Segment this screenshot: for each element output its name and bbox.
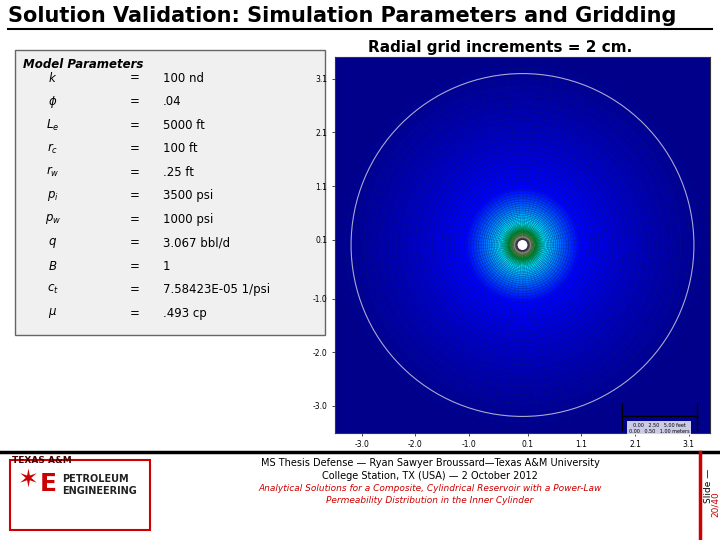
Text: 5000 ft: 5000 ft [163,119,205,132]
Text: MS Thesis Defense — Ryan Sawyer Broussard—Texas A&M University: MS Thesis Defense — Ryan Sawyer Broussar… [261,458,600,468]
Text: PETROLEUM
ENGINEERING: PETROLEUM ENGINEERING [62,474,137,496]
Text: 7.58423E-05 1/psi: 7.58423E-05 1/psi [163,284,270,296]
Text: ✶: ✶ [18,468,39,492]
Text: Solution Validation: Simulation Parameters and Gridding: Solution Validation: Simulation Paramete… [8,6,676,26]
Text: 100 nd: 100 nd [163,71,204,84]
Text: =: = [130,307,140,320]
Text: .25 ft: .25 ft [163,166,194,179]
Text: 3500 psi: 3500 psi [163,189,213,202]
Text: =: = [130,166,140,179]
Text: 1000 psi: 1000 psi [163,213,213,226]
Text: $B$: $B$ [48,260,58,273]
Text: 0.00   2.50   5.00 feet
0.00   0.50   1.00 meters: 0.00 2.50 5.00 feet 0.00 0.50 1.00 meter… [629,423,690,434]
Text: 3.067 bbl/d: 3.067 bbl/d [163,237,230,249]
Text: =: = [130,95,140,108]
Text: =: = [130,119,140,132]
Text: 100 ft: 100 ft [163,142,197,155]
Text: =: = [130,71,140,84]
Text: .04: .04 [163,95,181,108]
Text: =: = [130,142,140,155]
Bar [15,50,325,335]
Text: $c_t$: $c_t$ [47,284,59,296]
Text: $r_c$: $r_c$ [48,141,58,156]
Bar [10,460,150,530]
Circle shape [518,241,527,249]
Text: =: = [130,260,140,273]
Text: =: = [130,237,140,249]
Text: $p_i$: $p_i$ [47,188,59,202]
Text: =: = [130,189,140,202]
Text: $p_w$: $p_w$ [45,212,61,226]
Text: Model Parameters: Model Parameters [23,58,143,71]
Text: =: = [130,284,140,296]
Text: $\mu$: $\mu$ [48,307,58,320]
Text: $q$: $q$ [48,236,58,250]
Text: $\phi$: $\phi$ [48,93,58,110]
Bar [0,452,720,540]
Text: College Station, TX (USA) — 2 October 2012: College Station, TX (USA) — 2 October 20… [322,471,538,481]
Text: 20/40: 20/40 [711,491,720,517]
Text: .493 cp: .493 cp [163,307,207,320]
Text: Permeability Distribution in the Inner Cylinder: Permeability Distribution in the Inner C… [326,496,534,505]
Text: E: E [40,472,57,496]
Bar [0,0,720,30]
Text: Analytical Solutions for a Composite, Cylindrical Reservoir with a Power-Law: Analytical Solutions for a Composite, Cy… [258,484,602,493]
Text: 1: 1 [163,260,171,273]
Text: =: = [130,213,140,226]
Text: Radial grid increments = 2 cm.: Radial grid increments = 2 cm. [368,40,632,55]
Text: $L_e$: $L_e$ [46,118,60,133]
Text: TEXAS A&M: TEXAS A&M [12,456,72,465]
Text: $r_w$: $r_w$ [46,165,60,179]
Text: $k$: $k$ [48,71,58,85]
Text: Slide —: Slide — [704,469,713,503]
